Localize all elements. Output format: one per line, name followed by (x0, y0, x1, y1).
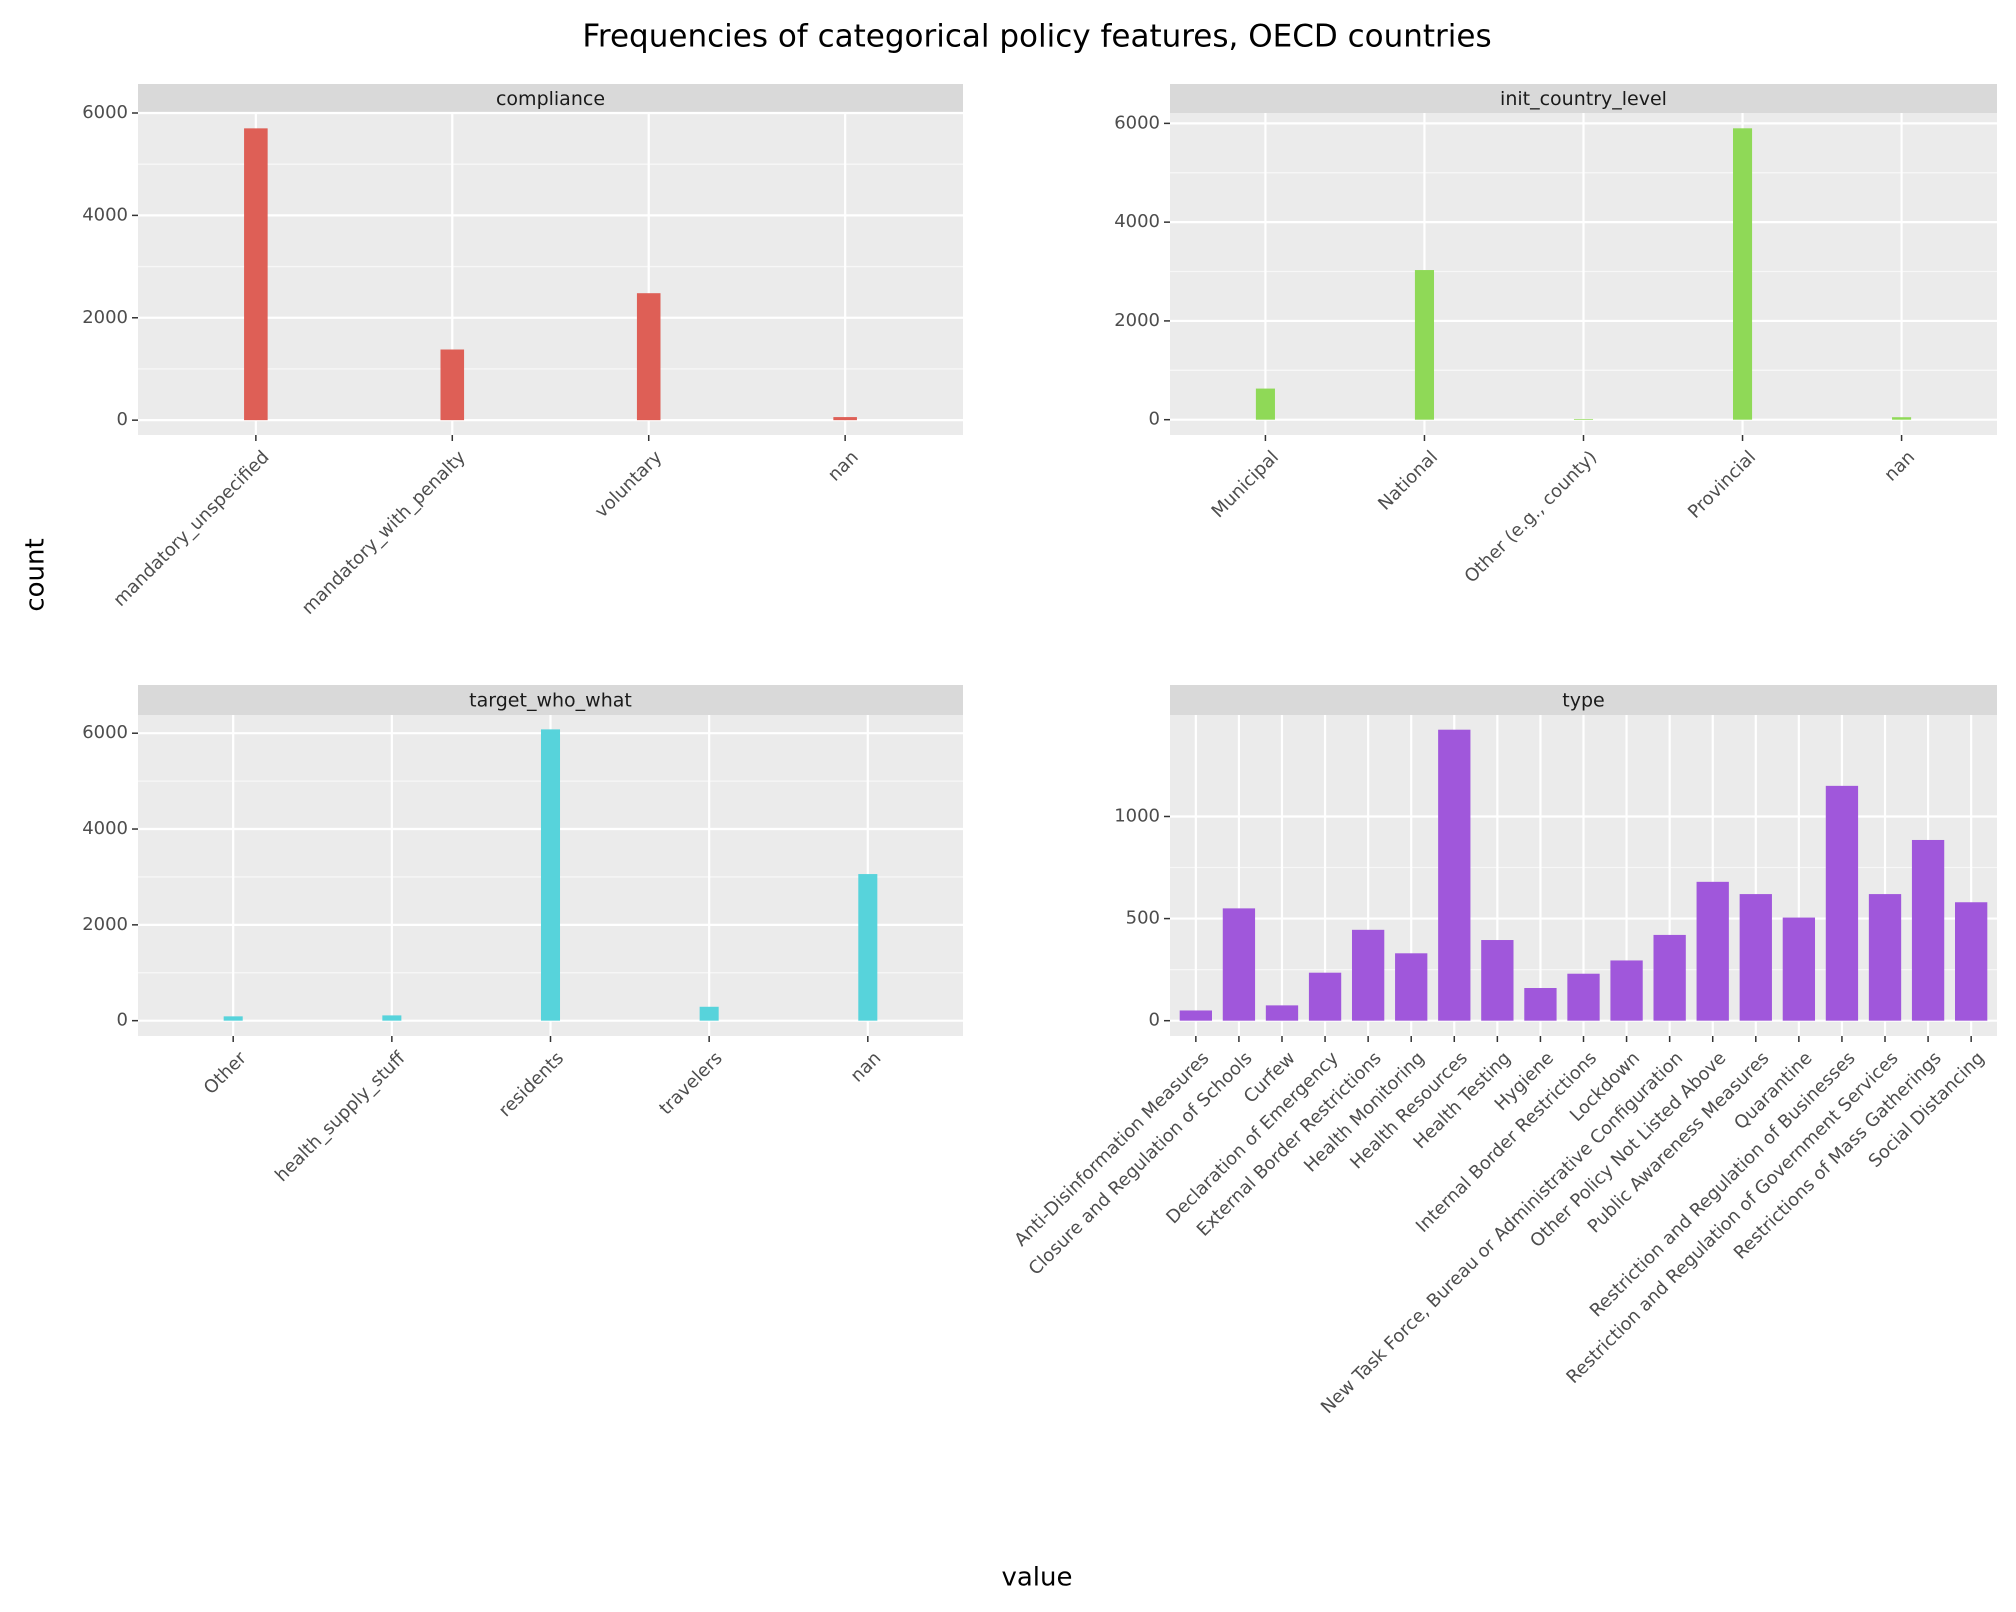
bar (1567, 973, 1600, 1021)
y-tick-label: 6000 (82, 102, 128, 123)
bar (1696, 881, 1729, 1021)
y-tick-label: 6000 (82, 722, 128, 743)
y-tick-label: 0 (117, 1010, 128, 1031)
y-tick-label: 2000 (82, 307, 128, 328)
bar (1573, 418, 1594, 420)
y-tick-label: 0 (117, 409, 128, 430)
y-axis-title: count (21, 538, 51, 611)
bar (223, 1016, 243, 1021)
y-tick-label: 4000 (82, 204, 128, 225)
x-tick-label: voluntary (591, 446, 667, 522)
bar (1481, 940, 1514, 1021)
x-tick-label: residents (495, 1048, 568, 1121)
strip-label: init_country_level (1500, 88, 1667, 110)
y-tick-label: 500 (1126, 908, 1160, 929)
x-axis-title: value (1001, 1563, 1072, 1593)
y-tick-label: 6000 (1114, 112, 1160, 133)
strip-background (1170, 84, 1997, 113)
x-tick-label: health_supply_stuff (271, 1047, 410, 1186)
strip-background (138, 685, 963, 715)
strip-background (1170, 685, 1997, 715)
bar (1892, 417, 1912, 420)
bar (1610, 960, 1643, 1021)
bar (1825, 785, 1859, 1021)
bar (1955, 902, 1988, 1021)
y-tick-label: 4000 (82, 818, 128, 839)
y-tick-label: 2000 (82, 914, 128, 935)
bar (244, 128, 268, 421)
y-tick-label: 0 (1149, 1010, 1160, 1031)
bar (1739, 894, 1772, 1021)
bar (1732, 128, 1753, 420)
x-tick-label: Other (e.g., county) (1461, 447, 1602, 588)
x-tick-label: National (1374, 447, 1442, 515)
panel-background (138, 113, 963, 435)
strip-background (138, 84, 963, 113)
y-tick-label: 0 (1149, 409, 1160, 430)
chart-title: Frequencies of categorical policy featur… (582, 19, 1491, 55)
bar (1222, 908, 1256, 1021)
bar (1524, 988, 1557, 1021)
bar (1179, 1010, 1212, 1021)
y-tick-label: 2000 (1114, 310, 1160, 331)
bar (1395, 953, 1428, 1021)
strip-label: target_who_what (469, 690, 632, 712)
bar (540, 729, 561, 1021)
bar (1308, 972, 1342, 1021)
x-tick-label: mandatory_unspecified (109, 447, 273, 611)
x-tick-label: travelers (655, 1048, 726, 1119)
bar (1868, 894, 1902, 1021)
bar (382, 1015, 402, 1021)
x-tick-label: nan (824, 447, 863, 486)
bar (1438, 729, 1471, 1021)
strip-label: compliance (496, 88, 605, 110)
bar (833, 417, 857, 421)
bar (1265, 1005, 1299, 1021)
bar (636, 293, 661, 421)
x-tick-label: Other (200, 1047, 251, 1098)
x-tick-label: nan (1880, 447, 1919, 486)
x-tick-label: Provincial (1684, 447, 1760, 523)
bar (440, 349, 465, 421)
bar (1255, 388, 1275, 420)
bar (1414, 270, 1435, 420)
strip-label: type (1562, 690, 1604, 712)
x-tick-label: mandatory_with_penalty (298, 446, 470, 618)
y-tick-label: 4000 (1114, 211, 1160, 232)
bar (1782, 917, 1816, 1021)
bar (1911, 839, 1945, 1021)
y-tick-label: 1000 (1114, 805, 1160, 826)
x-tick-label: Municipal (1208, 447, 1283, 522)
bar (858, 874, 878, 1021)
bar (1351, 929, 1385, 1021)
bar (1653, 934, 1686, 1021)
bar (699, 1006, 719, 1021)
x-tick-label: nan (847, 1048, 886, 1087)
